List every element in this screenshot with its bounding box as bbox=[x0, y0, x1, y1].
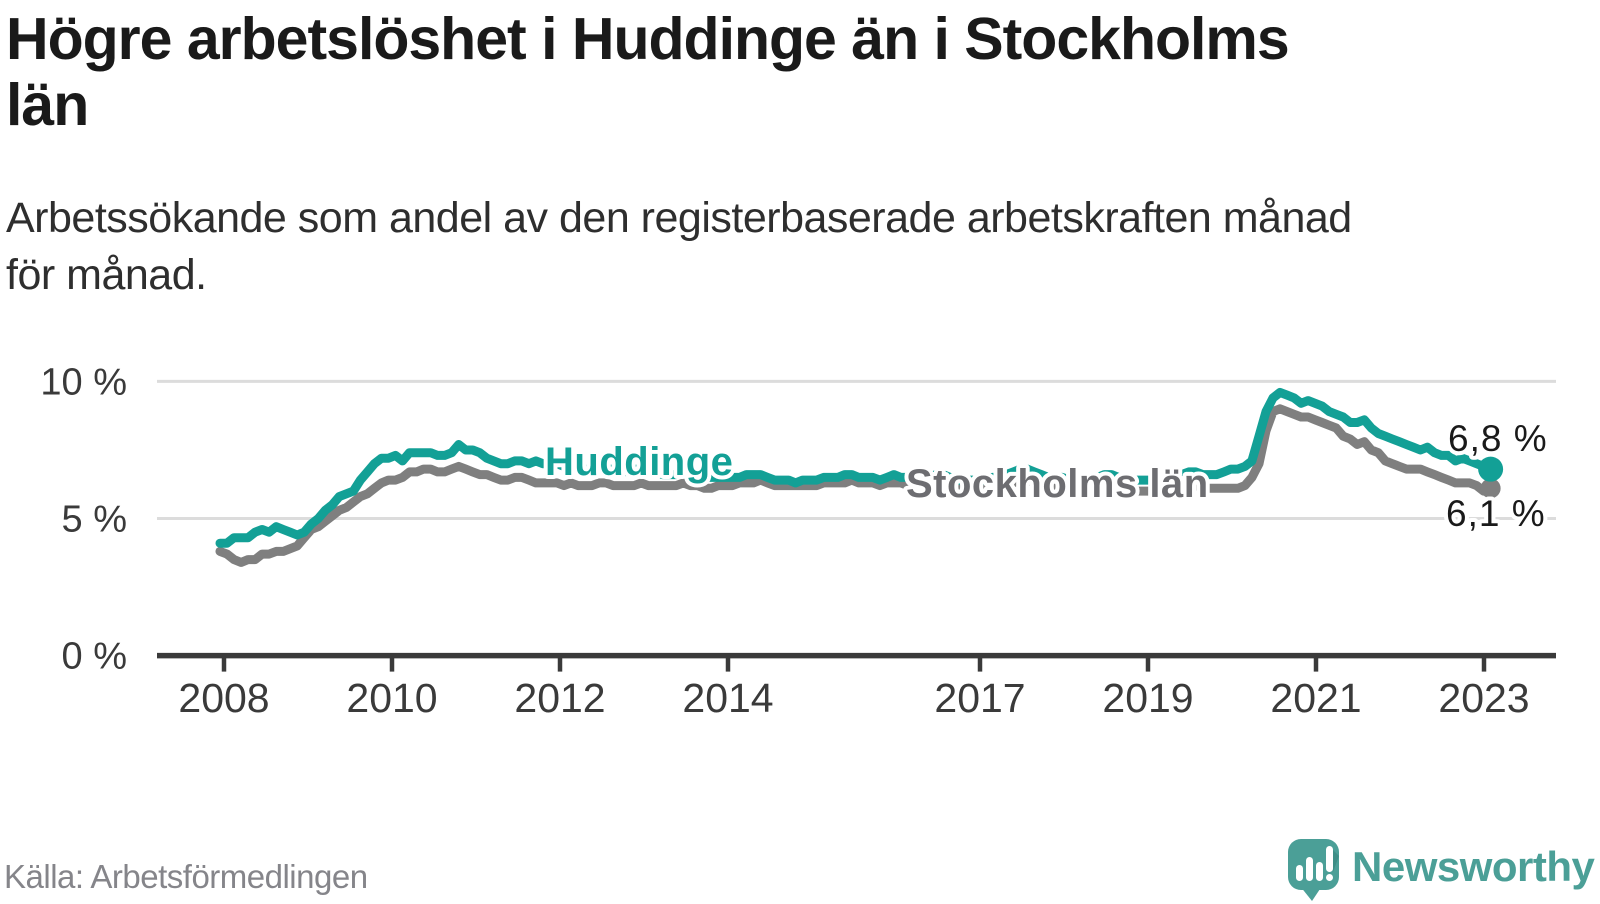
source-note: Källa: Arbetsförmedlingen bbox=[4, 858, 368, 895]
axis-layer: 0 % 5 % 10 % 2008 2010 2012 2014 2017 2019 2021 20… bbox=[40, 361, 1556, 721]
x-tick-label-2008: 2008 bbox=[178, 675, 269, 721]
y-tick-label-0: 0 % bbox=[62, 636, 127, 678]
series-end-dot-huddinge bbox=[1478, 456, 1504, 482]
series-label-stockholms-län: Stockholms län bbox=[906, 462, 1209, 506]
x-tick-label-2023: 2023 bbox=[1438, 675, 1529, 721]
x-tick-label-2017: 2017 bbox=[934, 675, 1025, 721]
y-tick-label-5: 5 % bbox=[62, 499, 127, 541]
brand-name: Newsworthy bbox=[1352, 843, 1595, 890]
page-title: Högre arbetslöshet i Huddinge än i Stock… bbox=[6, 6, 1600, 138]
x-tick-label-2021: 2021 bbox=[1270, 675, 1361, 721]
series-line-huddinge bbox=[215, 387, 1496, 548]
newsworthy-logo-icon bbox=[1288, 839, 1339, 901]
grid-layer bbox=[157, 379, 1556, 520]
x-tick-label-2010: 2010 bbox=[346, 675, 437, 721]
x-tick-label-2012: 2012 bbox=[514, 675, 605, 721]
y-tick-label-10: 10 % bbox=[40, 361, 127, 403]
page-subtitle-line-1: Arbetssökande som andel av den registerb… bbox=[6, 194, 1352, 242]
page-title-line-1: Högre arbetslöshet i Huddinge än i Stock… bbox=[6, 6, 1290, 72]
end-value-label-stockholms-län: 6,1 % bbox=[1446, 493, 1546, 534]
page-title-line-2: län bbox=[6, 72, 89, 138]
x-tick-label-2014: 2014 bbox=[682, 675, 773, 721]
series-layer bbox=[215, 387, 1504, 567]
page-subtitle: Arbetssökande som andel av den registerb… bbox=[6, 190, 1600, 304]
page-subtitle-line-2: för månad. bbox=[6, 251, 207, 299]
end-value-label-huddinge: 6,8 % bbox=[1448, 418, 1548, 459]
series-end-dot-stockholms-län bbox=[1480, 478, 1501, 499]
series-label-huddinge: Huddinge bbox=[545, 440, 733, 484]
x-tick-label-2019: 2019 bbox=[1102, 675, 1193, 721]
speech-bubble-chart-icon bbox=[1288, 839, 1339, 901]
annotation-layer: Huddinge Stockholms län 6,8 % 6,1 % bbox=[541, 414, 1551, 538]
series-line-stockholms-län bbox=[215, 404, 1496, 567]
